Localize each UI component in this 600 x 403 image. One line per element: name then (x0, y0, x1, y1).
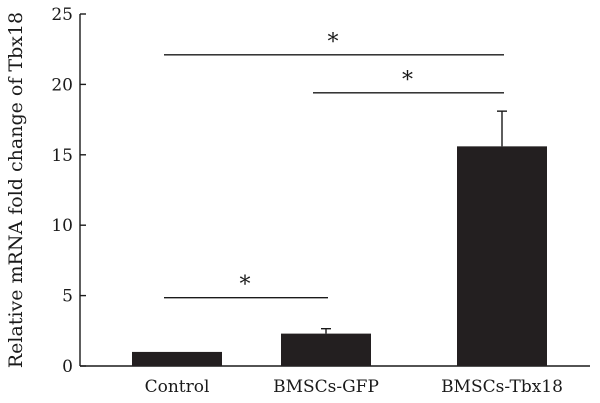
significance-star: * (328, 30, 339, 55)
bars-group (132, 110, 547, 366)
bar-bmscs-tbx18 (457, 146, 547, 366)
y-tick-label: 15 (51, 146, 73, 166)
bar-bmscs-gfp (281, 333, 371, 366)
y-tick-label: 10 (51, 216, 73, 236)
x-tick-label-bmscs-gfp: BMSCs-GFP (273, 377, 379, 397)
x-tick-label-bmscs-tbx18: BMSCs-Tbx18 (441, 377, 563, 397)
x-axis-tick-labels: Control BMSCs-GFP BMSCs-Tbx18 (145, 377, 563, 397)
y-tick-label: 20 (51, 75, 73, 95)
y-axis-label: Relative mRNA fold change of Tbx18 (5, 12, 27, 368)
significance-star: * (240, 273, 251, 298)
y-tick-label: 5 (62, 287, 73, 307)
x-tick-label-control: Control (145, 377, 210, 397)
y-axis-ticks: 0 5 10 15 20 25 (51, 5, 86, 377)
y-tick-label: 0 (62, 357, 73, 377)
bar-control (132, 351, 222, 366)
y-tick-label: 25 (51, 5, 73, 25)
significance-annotations: * * * (164, 30, 504, 299)
significance-star: * (402, 68, 413, 93)
